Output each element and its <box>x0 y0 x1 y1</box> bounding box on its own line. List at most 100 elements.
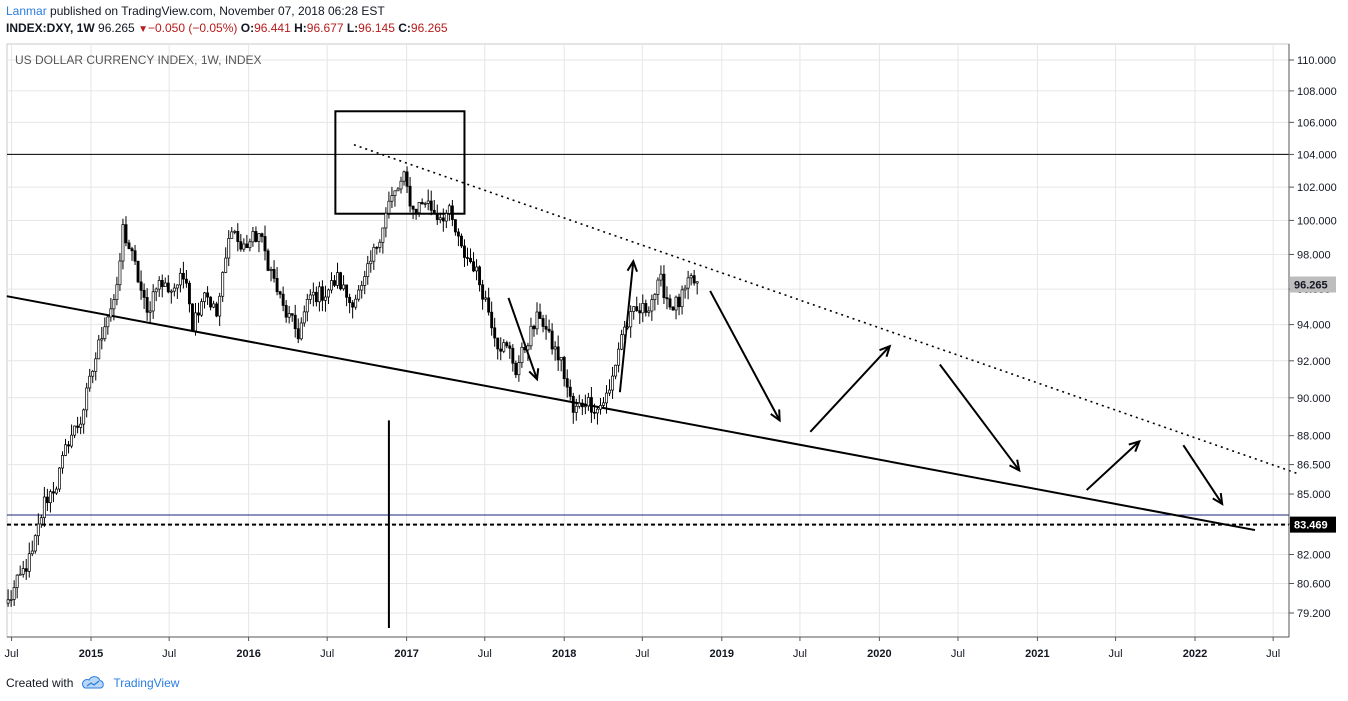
y-tick-label: 102.000 <box>1297 182 1337 194</box>
candle <box>130 246 134 261</box>
candle-body <box>493 327 497 339</box>
candle-body <box>64 444 67 456</box>
candle <box>444 209 448 229</box>
candle <box>6 589 10 607</box>
chart-area[interactable]: 110.000 108.000 106.000 104.000 102.000 100.0… <box>0 0 1348 675</box>
candle <box>148 301 152 324</box>
candle <box>363 270 367 295</box>
candle-body <box>638 310 642 314</box>
tradingview-link[interactable]: TradingView <box>113 676 180 690</box>
candle <box>254 226 258 243</box>
candle <box>257 233 261 253</box>
candle <box>481 279 485 310</box>
candle-body <box>166 282 170 293</box>
candle <box>218 292 222 327</box>
candle <box>281 286 285 312</box>
candle <box>39 514 43 528</box>
candle <box>203 291 207 309</box>
candle <box>441 208 445 232</box>
low-label: L: <box>346 21 359 35</box>
candle <box>166 275 170 294</box>
candle-body <box>6 599 10 604</box>
candle-body <box>296 328 300 340</box>
candle-body <box>58 467 61 490</box>
candle <box>85 382 89 418</box>
candle-body <box>677 296 681 308</box>
candle <box>490 301 494 336</box>
candle <box>160 274 164 298</box>
candle-body <box>426 200 430 204</box>
candle-body <box>184 278 188 284</box>
candle-body <box>239 241 243 250</box>
candle <box>142 283 146 309</box>
y-tick-label: 86.500 <box>1297 460 1331 472</box>
candle-body <box>197 312 200 316</box>
candle-body <box>336 272 339 286</box>
high-label: H: <box>294 21 307 35</box>
candle <box>163 277 167 288</box>
candle <box>184 270 188 288</box>
candle <box>629 305 633 338</box>
candle-body <box>333 280 336 286</box>
candle-body <box>614 364 618 377</box>
candle-body <box>142 289 146 298</box>
arrow-head <box>770 409 781 423</box>
candle-body <box>27 553 31 572</box>
candle <box>456 228 460 247</box>
published-text: published on TradingView.com, November 0… <box>50 4 385 18</box>
candle <box>169 289 173 304</box>
candle-body <box>499 348 503 352</box>
candle <box>466 247 469 266</box>
candle-body <box>203 292 207 302</box>
highlight-rectangle <box>334 110 466 215</box>
candle <box>653 293 657 311</box>
candle <box>233 229 237 235</box>
candle-body <box>299 322 303 340</box>
candle-body <box>281 293 285 306</box>
candle-body <box>139 281 143 291</box>
candle <box>58 467 61 492</box>
candle-body <box>82 409 86 425</box>
candle <box>577 394 581 409</box>
candle <box>191 303 194 332</box>
candle-body <box>641 303 645 314</box>
candle <box>278 290 282 299</box>
candle <box>9 590 13 607</box>
candle-body <box>653 294 657 300</box>
candle-body <box>680 289 684 308</box>
candle <box>695 281 699 295</box>
candle-body <box>553 346 557 350</box>
candle <box>595 407 599 425</box>
candle-body <box>76 425 80 428</box>
candle-body <box>148 310 152 313</box>
candle-body <box>671 306 675 311</box>
candle <box>668 294 672 310</box>
candle <box>532 324 536 337</box>
candle-body <box>275 277 279 293</box>
candle-body <box>571 395 575 413</box>
candle <box>547 319 551 334</box>
price-chart[interactable]: 110.000 108.000 106.000 104.000 102.000 100.0… <box>0 0 1348 670</box>
candle-body <box>402 171 406 182</box>
last-price: 96.265 <box>98 21 135 35</box>
candle-body <box>393 190 397 196</box>
candle-body <box>181 272 185 280</box>
candle <box>574 398 578 421</box>
candle <box>118 252 122 291</box>
candle-body <box>453 219 457 233</box>
x-tick-label: 2018 <box>552 648 576 660</box>
candle <box>260 232 264 243</box>
candle <box>115 276 119 306</box>
candle <box>327 288 330 305</box>
candle-body <box>248 241 252 249</box>
author-link[interactable]: Lanmar <box>6 4 47 18</box>
candle-body <box>372 247 376 262</box>
candle-body <box>230 231 234 239</box>
candle-body <box>408 185 412 207</box>
candle <box>61 451 64 474</box>
candle <box>106 314 110 335</box>
projection-arrow <box>939 363 1021 472</box>
candle-body <box>481 284 485 300</box>
candle <box>689 273 693 286</box>
candle-body <box>272 269 276 279</box>
